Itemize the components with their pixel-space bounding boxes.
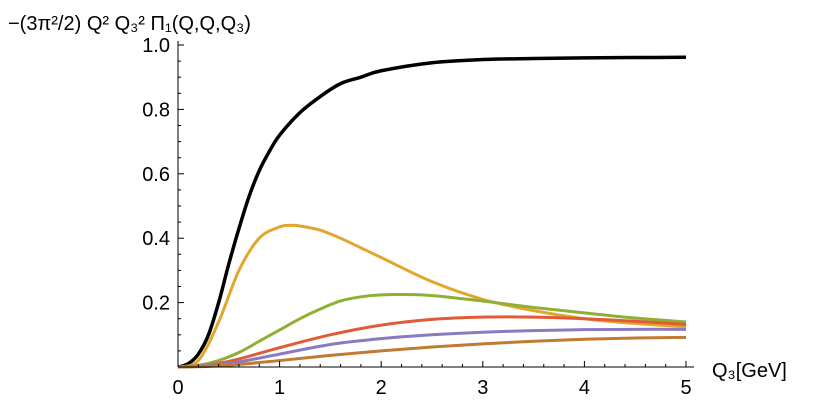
y-tick-label: 0.6 [142,164,170,186]
series-line-4 [177,315,687,369]
series-line-3 [177,293,687,369]
y-axis-title: −(3π²/2) Q² Q₃² Π₁(Q,Q,Q₃) [8,13,251,35]
x-tick-label: 2 [376,377,387,399]
axis-ticks: 0 1 2 3 4 5 0.2 0.4 0.6 0.8 1.0 [142,35,691,399]
y-tick-label: 0.8 [142,99,170,121]
x-tick-label: 1 [274,377,285,399]
series-line-2 [177,223,687,369]
series-line-5 [177,327,687,369]
chart-curves [177,55,687,369]
y-tick-label: 1.0 [142,35,170,57]
x-tick-label: 0 [172,377,183,399]
series-line-1 [177,55,687,369]
y-tick-label: 0.4 [142,228,170,250]
y-tick-label: 0.2 [142,293,170,315]
x-tick-label: 4 [579,377,590,399]
x-tick-label: 5 [680,377,691,399]
x-tick-label: 3 [477,377,488,399]
x-axis-title: Q₃[GeV] [712,360,787,382]
series-line-6 [177,335,687,369]
